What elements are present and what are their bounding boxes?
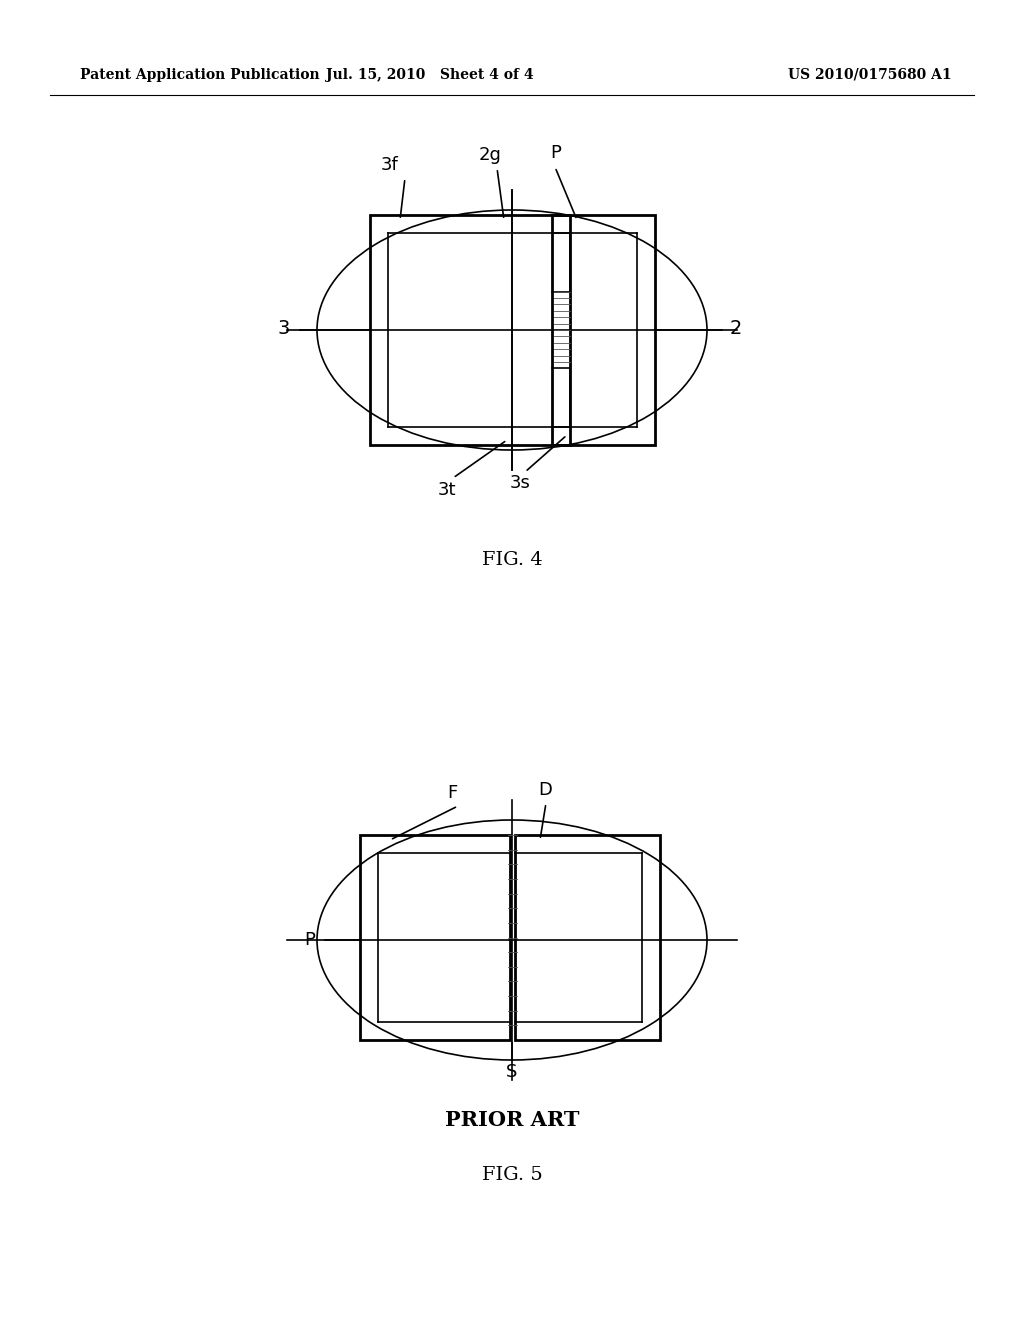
Text: 3t: 3t (437, 480, 457, 499)
Text: US 2010/0175680 A1: US 2010/0175680 A1 (788, 69, 952, 82)
Text: FIG. 5: FIG. 5 (481, 1166, 543, 1184)
Bar (360, 836, 510, 1040)
Text: 2: 2 (730, 318, 742, 338)
Bar (515, 836, 660, 1040)
Text: P: P (304, 931, 315, 949)
Text: Jul. 15, 2010   Sheet 4 of 4: Jul. 15, 2010 Sheet 4 of 4 (327, 69, 534, 82)
Text: P: P (551, 144, 561, 162)
Text: 3f: 3f (381, 156, 399, 174)
Text: S: S (506, 1063, 518, 1081)
Text: F: F (446, 784, 457, 803)
Bar (370, 215, 570, 445)
Text: PRIOR ART: PRIOR ART (444, 1110, 580, 1130)
Text: FIG. 4: FIG. 4 (481, 550, 543, 569)
Text: D: D (538, 781, 552, 799)
Text: 3s: 3s (510, 474, 530, 492)
Bar (552, 215, 655, 445)
Text: 3: 3 (278, 318, 290, 338)
Text: Patent Application Publication: Patent Application Publication (80, 69, 319, 82)
Text: 2g: 2g (478, 147, 502, 164)
